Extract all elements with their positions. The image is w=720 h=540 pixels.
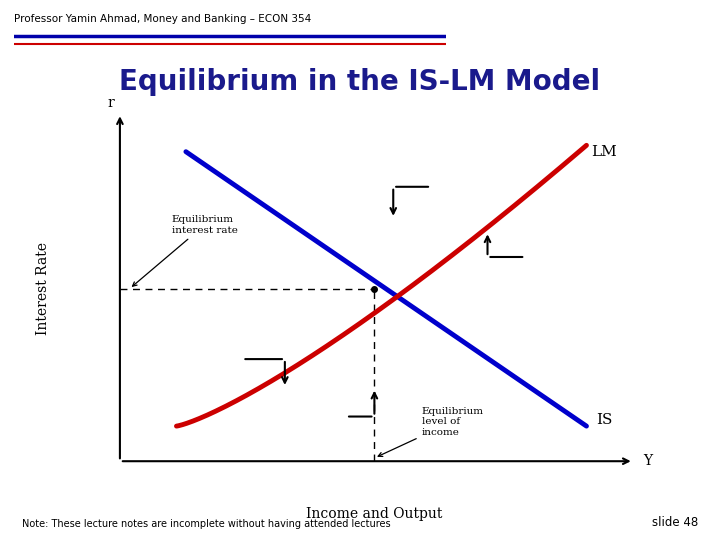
Text: Equilibrium
level of
income: Equilibrium level of income bbox=[378, 407, 484, 456]
Text: Note: These lecture notes are incomplete without having attended lectures: Note: These lecture notes are incomplete… bbox=[22, 519, 390, 529]
Text: r: r bbox=[107, 96, 114, 110]
Text: Equilibrium in the IS-LM Model: Equilibrium in the IS-LM Model bbox=[120, 68, 600, 96]
Text: Interest Rate: Interest Rate bbox=[35, 242, 50, 335]
Text: slide 48: slide 48 bbox=[652, 516, 698, 529]
Text: IS: IS bbox=[596, 413, 612, 427]
Text: Whitewater: Whitewater bbox=[539, 21, 613, 33]
Text: Professor Yamin Ahmad, Money and Banking – ECON 354: Professor Yamin Ahmad, Money and Banking… bbox=[14, 14, 312, 24]
Text: Income and Output: Income and Output bbox=[306, 507, 443, 521]
Text: Y: Y bbox=[643, 454, 652, 468]
Text: LM: LM bbox=[591, 145, 617, 159]
Text: Equilibrium
interest rate: Equilibrium interest rate bbox=[132, 215, 238, 286]
